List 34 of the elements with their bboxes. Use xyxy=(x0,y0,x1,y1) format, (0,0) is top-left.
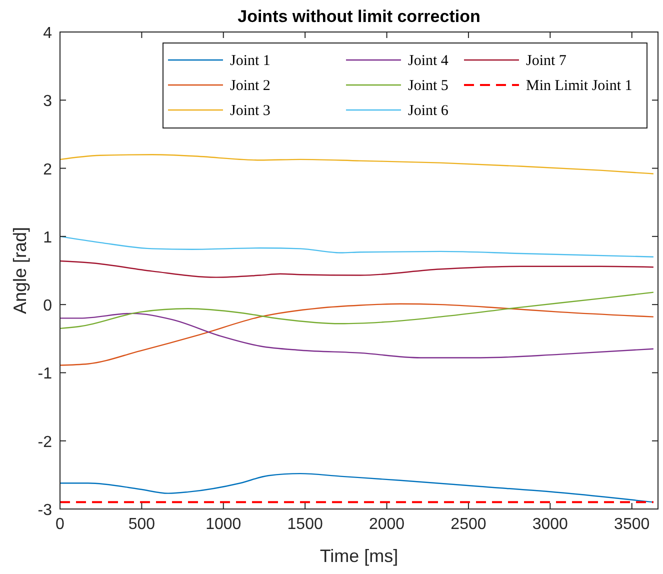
legend-label: Min Limit Joint 1 xyxy=(526,78,632,94)
y-tick-label: -2 xyxy=(38,434,52,451)
line-series xyxy=(60,472,654,503)
y-tick-label: 3 xyxy=(43,93,52,110)
line-series xyxy=(60,312,654,358)
legend-label: Joint 2 xyxy=(230,78,270,94)
legend-label: Joint 3 xyxy=(230,103,270,119)
x-tick-label: 1000 xyxy=(206,516,242,533)
y-tick-label: 4 xyxy=(43,25,52,42)
x-tick-label: 0 xyxy=(56,516,65,533)
y-axis-title: Angle [rad] xyxy=(10,226,30,314)
x-tick-label: 500 xyxy=(128,516,156,533)
line-series xyxy=(60,236,654,258)
y-tick-label: 2 xyxy=(43,161,52,178)
legend-label: Joint 5 xyxy=(408,78,448,94)
line-series xyxy=(60,154,654,174)
line-series xyxy=(60,303,654,366)
line-series xyxy=(60,292,654,330)
y-tick-label: -1 xyxy=(38,366,52,383)
y-tick-label: -3 xyxy=(38,502,52,519)
x-tick-label: 1500 xyxy=(287,516,323,533)
x-axis-title: Time [ms] xyxy=(320,546,398,566)
legend-label: Joint 1 xyxy=(230,53,270,69)
chart-title: Joints without limit correction xyxy=(238,7,480,26)
line-series xyxy=(60,260,654,278)
y-tick-label: 0 xyxy=(43,298,52,315)
legend-label: Joint 6 xyxy=(408,103,449,119)
x-tick-label: 3000 xyxy=(532,516,568,533)
x-tick-label: 2000 xyxy=(368,516,405,533)
x-tick-label: 2500 xyxy=(450,516,486,533)
x-tick-label: 3500 xyxy=(614,516,650,533)
legend-label: Joint 4 xyxy=(408,53,449,69)
y-tick-label: 1 xyxy=(43,229,52,246)
legend-label: Joint 7 xyxy=(526,53,567,69)
